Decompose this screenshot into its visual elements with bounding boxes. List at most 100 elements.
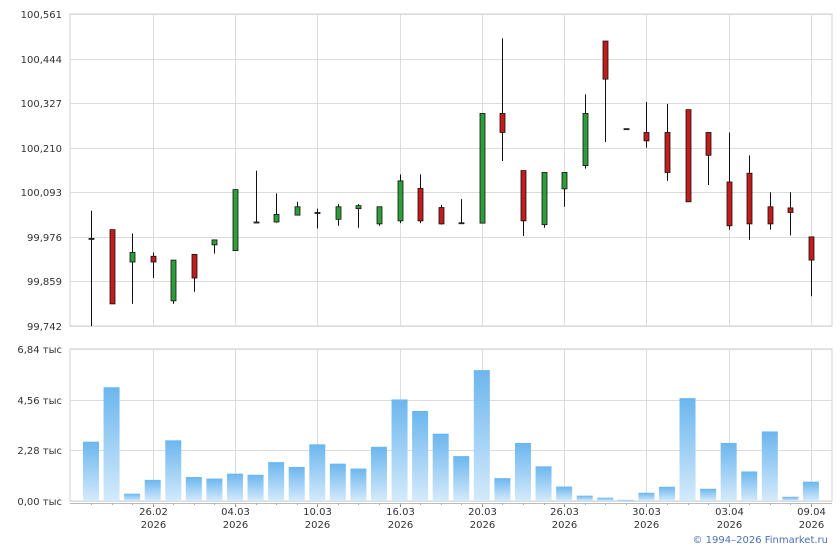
volume-bar	[514, 443, 531, 501]
volume-bar	[309, 444, 326, 501]
x-tick-year: 2026	[223, 520, 248, 531]
volume-bar	[329, 463, 346, 501]
volume-bar	[226, 473, 243, 501]
volume-bar	[802, 481, 819, 501]
x-tick-year: 2026	[470, 520, 495, 531]
volume-bar	[247, 474, 264, 501]
volume-panel-frame	[69, 348, 833, 502]
candle-body	[479, 113, 486, 224]
candle-body	[664, 132, 671, 173]
candle-body	[170, 259, 177, 302]
x-tick-date: 16.03	[386, 507, 415, 518]
volume-bar	[83, 441, 99, 501]
candle-body	[376, 206, 383, 225]
candle-body	[705, 132, 712, 156]
candle-body	[314, 212, 321, 214]
candle-body	[623, 128, 630, 131]
volume-bar	[370, 446, 387, 501]
volume-bar	[700, 488, 717, 501]
copyright-link[interactable]: © 1994–2026 Finmarket.ru	[692, 535, 828, 546]
volume-bar	[494, 478, 511, 501]
volume-tick-label: 4,56 тыс	[17, 396, 62, 407]
price-tick-label: 99,859	[27, 277, 62, 288]
candle-body	[767, 206, 774, 225]
volume-bar	[185, 477, 202, 501]
x-tick-date: 26.03	[550, 507, 579, 518]
price-tick-label: 100,561	[21, 10, 62, 21]
price-y-axis: 100,561 100,444 100,327 100,210 100,093 99,97…	[21, 10, 62, 333]
volume-bar	[535, 466, 552, 501]
volume-bar	[412, 411, 429, 501]
candle-body	[458, 222, 465, 225]
volume-bar	[576, 495, 593, 501]
volume-bar	[473, 370, 490, 501]
price-tick-label: 100,210	[21, 144, 62, 155]
volume-bar	[391, 399, 408, 501]
volume-bar	[556, 486, 573, 501]
candle-body	[561, 172, 568, 190]
x-tick-year: 2026	[305, 520, 330, 531]
candle-body	[397, 180, 404, 222]
x-tick-date: 10.03	[303, 507, 332, 518]
volume-bar	[165, 440, 182, 501]
volume-bar	[782, 496, 799, 501]
volume-bar	[268, 462, 285, 501]
price-panel-frame	[69, 13, 833, 327]
candle-body	[150, 255, 157, 263]
volume-y-axis: 6,84 тыс 4,56 тыс 2,28 тыс 0,00 тыс	[17, 345, 62, 508]
volume-bar	[144, 479, 161, 501]
candle-body	[294, 206, 301, 216]
candle-body	[746, 172, 753, 225]
candle-body	[88, 237, 95, 240]
candle-body	[520, 170, 527, 222]
candle-body	[129, 252, 136, 263]
x-tick-date: 09.04	[797, 507, 826, 518]
price-grid	[69, 13, 833, 327]
x-tick-date: 03.04	[715, 507, 744, 518]
candle-body	[253, 221, 260, 224]
x-tick-year: 2026	[552, 520, 577, 531]
candle-body	[355, 205, 362, 210]
candle-body	[808, 236, 815, 261]
x-tick-year: 2026	[717, 520, 742, 531]
volume-tick-label: 0,00 тыс	[17, 497, 62, 508]
volume-bar	[124, 493, 141, 501]
candle-body	[417, 188, 424, 222]
candle-body	[602, 40, 609, 80]
candle-body	[191, 253, 198, 279]
volume-bar	[206, 478, 223, 501]
volume-bar	[350, 468, 367, 501]
volume-grid	[69, 348, 833, 502]
candle-body	[787, 207, 794, 213]
candle-body	[685, 109, 692, 203]
volume-bar	[453, 456, 470, 501]
candle-body	[541, 172, 548, 226]
volume-bar	[103, 387, 120, 501]
volume-bar	[288, 467, 305, 501]
volume-bar	[741, 471, 758, 501]
candle-body	[211, 239, 218, 246]
candle-body	[726, 181, 733, 227]
price-tick-label: 100,327	[21, 99, 62, 110]
volume-bar	[617, 499, 634, 501]
volume-tick-label: 2,28 тыс	[17, 446, 62, 457]
candle-body	[438, 207, 445, 225]
x-tick-year: 2026	[388, 520, 413, 531]
price-tick-label: 99,976	[27, 233, 62, 244]
volume-bar	[679, 398, 696, 501]
x-tick-date: 20.03	[468, 507, 497, 518]
x-tick-year: 2026	[634, 520, 659, 531]
candle-body	[109, 229, 116, 305]
volume-tick-label: 6,84 тыс	[17, 345, 62, 356]
date-x-axis: 26.02 2026 04.03 2026 10.03 2026 16.03 2026 20.0…	[70, 503, 832, 531]
candle-body	[273, 213, 280, 223]
price-candles	[88, 38, 815, 326]
price-tick-label: 99,742	[27, 322, 62, 333]
volume-bars	[83, 370, 819, 501]
x-tick-date: 04.03	[221, 507, 250, 518]
x-tick-date: 30.03	[632, 507, 661, 518]
candle-body	[643, 132, 650, 142]
x-tick-year: 2026	[799, 520, 824, 531]
